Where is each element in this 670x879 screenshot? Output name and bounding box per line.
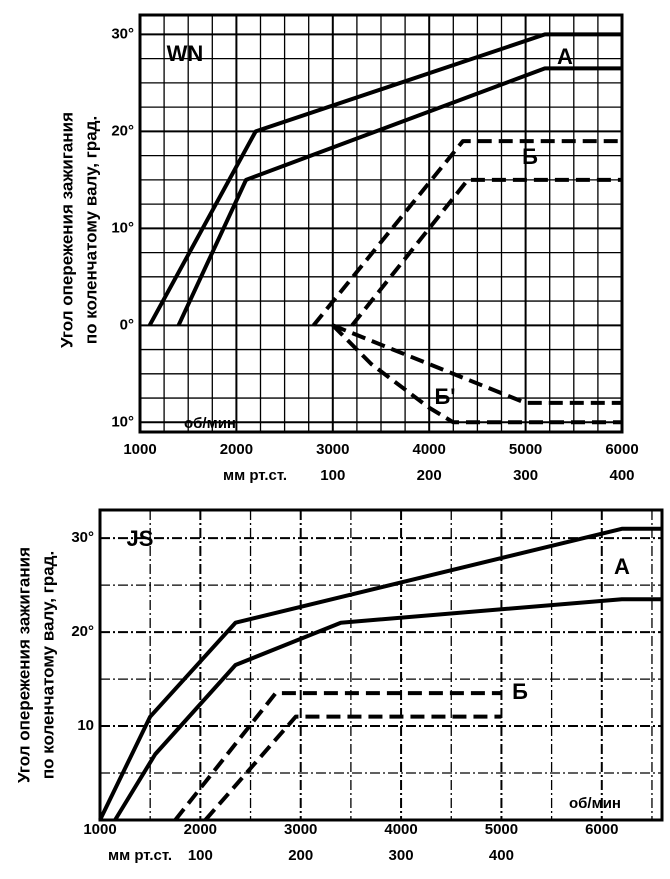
x2-axis-label: мм рт.ст. [108,847,172,864]
y-axis-label: по коленчатому валу, град. [81,116,100,344]
x2-tick-label: 300 [513,467,538,484]
x2-tick-label: 100 [320,467,345,484]
y-tick-label: 20° [71,623,94,640]
series-line [113,597,662,822]
x-tick-label: 6000 [585,821,618,838]
x2-tick-label: 400 [489,847,514,864]
x2-tick-label: 200 [288,847,313,864]
series-line [332,323,622,405]
x-tick-label: 1000 [123,441,156,458]
y-tick-label: 30° [71,529,94,546]
x-tick-label: 4000 [384,821,417,838]
x-tick-label: 3000 [316,441,349,458]
plot-frame [138,13,624,434]
y-tick-label: 10° [111,219,134,236]
x-axis-label: об/мин [184,415,236,432]
annotation: A [614,554,630,579]
x2-tick-label: 100 [188,847,213,864]
x-tick-label: 2000 [184,821,217,838]
series-line [331,323,622,425]
y-tick-label: 30° [111,25,134,42]
series-line [98,526,662,821]
annotation: JS [127,526,154,551]
annotation: Б' [434,384,455,409]
annotation: Б [512,679,528,704]
annotation: Б [522,144,538,169]
y-axis-label: по коленчатому валу, град. [38,551,57,779]
x-tick-label: 5000 [509,441,542,458]
x2-tick-label: 200 [417,467,442,484]
x-tick-label: 6000 [605,441,638,458]
y-axis-label: Угол опережения зажигания [57,112,76,348]
x-tick-label: 4000 [413,441,446,458]
annotation: WN [167,41,204,66]
plot-frame [98,508,664,822]
x-axis-label: об/мин [569,795,621,812]
x2-tick-label: 400 [609,467,634,484]
x-tick-label: 2000 [220,441,253,458]
y-tick-label: 0° [120,316,134,333]
x-tick-label: 1000 [83,821,116,838]
y-tick-label: 20° [111,122,134,139]
series-line [147,32,622,327]
x-tick-label: 5000 [485,821,518,838]
x-tick-label: 3000 [284,821,317,838]
annotation: A [557,44,573,69]
x2-tick-label: 300 [389,847,414,864]
series-line [176,66,622,327]
series-line [173,691,502,822]
series-line [311,139,622,327]
y-tick-label: 10° [111,413,134,430]
y-axis-label: Угол опережения зажигания [14,547,33,783]
y-tick-label: 10 [77,717,94,734]
x2-axis-label: мм рт.ст. [223,467,287,484]
series-line [203,714,502,822]
